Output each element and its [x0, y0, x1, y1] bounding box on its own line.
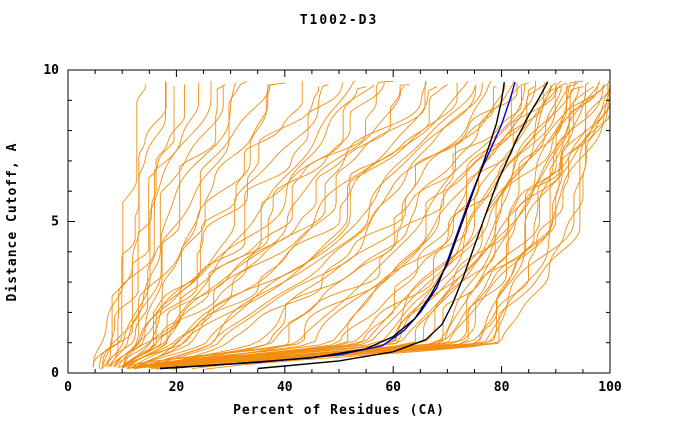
model-curve — [105, 80, 212, 367]
model-curve — [155, 80, 584, 370]
model-curve — [102, 86, 224, 367]
model-curve — [147, 86, 580, 368]
model-curve — [136, 80, 468, 370]
x-tick-label: 20 — [169, 380, 185, 395]
model-curve — [150, 86, 497, 370]
model-curve — [138, 86, 558, 369]
model-curve — [110, 80, 248, 367]
model-curve — [101, 84, 186, 370]
model-curve — [118, 84, 375, 368]
axes-layer: 0 20 40 60 80 100 0 5 10 — [43, 63, 622, 395]
model-curve — [122, 82, 530, 368]
model-curve — [127, 80, 537, 370]
model-curve — [122, 84, 410, 368]
model-curve — [160, 86, 522, 369]
x-tick-label: 0 — [64, 380, 72, 395]
y-tick-label: 5 — [51, 215, 59, 230]
model-curve — [121, 86, 405, 368]
y-tick-label: 0 — [51, 366, 59, 381]
model-curve — [143, 84, 477, 369]
model-curve — [154, 84, 506, 369]
model-curve — [148, 80, 577, 369]
model-curve — [191, 86, 611, 370]
model-curve — [143, 84, 569, 367]
model-curve — [141, 80, 562, 368]
x-tick-label: 100 — [598, 380, 622, 395]
model-curve — [109, 82, 237, 367]
model-curve — [143, 82, 483, 368]
y-tick-label: 10 — [43, 63, 59, 78]
axis-tick-labels: 0 20 40 60 80 100 0 5 10 — [43, 63, 622, 395]
curves-layer — [92, 80, 611, 370]
model-curve — [175, 84, 609, 368]
model-curve — [133, 84, 552, 370]
model-curve — [209, 80, 611, 367]
model-curve — [121, 80, 394, 370]
model-curve — [163, 86, 595, 367]
model-curve — [155, 82, 578, 370]
x-axis-label: Percent of Residues (CA) — [233, 403, 445, 418]
reference-curve-black-2 — [257, 81, 549, 370]
model-curve — [113, 82, 286, 368]
model-curve — [114, 82, 385, 367]
model-curve — [131, 86, 438, 369]
highlight-curve-blue — [160, 81, 516, 370]
chart-title: T1002-D3 — [300, 13, 379, 28]
model-curve — [166, 84, 605, 368]
model-curve — [199, 84, 611, 368]
model-curve — [162, 84, 604, 368]
x-tick-label: 60 — [385, 380, 401, 395]
model-curve — [153, 82, 518, 369]
x-tick-label: 40 — [277, 380, 293, 395]
model-curve — [149, 80, 492, 368]
x-tick-label: 80 — [494, 380, 510, 395]
model-curve — [134, 82, 458, 369]
plot-frame — [67, 69, 611, 374]
reference-curve-black-1 — [160, 81, 505, 370]
model-curve — [99, 86, 175, 369]
model-curve — [170, 80, 609, 370]
model-curve — [121, 84, 526, 367]
model-curve — [117, 86, 271, 368]
model-curve — [126, 80, 356, 369]
model-curve — [126, 82, 427, 367]
model-curve — [128, 86, 367, 367]
model-curve — [160, 82, 589, 367]
model-curve — [92, 82, 167, 368]
model-curve — [135, 84, 561, 368]
model-curve — [204, 82, 611, 370]
model-curves-orange — [92, 80, 611, 370]
model-curve — [180, 82, 611, 367]
model-curve — [93, 84, 146, 367]
model-curve — [132, 82, 546, 369]
model-curve — [108, 82, 200, 367]
y-axis-label: Distance Cutoff, A — [5, 143, 20, 302]
model-curve — [107, 84, 226, 367]
model-curve — [101, 80, 166, 370]
model-curve — [126, 86, 535, 369]
model-curve — [138, 86, 476, 367]
